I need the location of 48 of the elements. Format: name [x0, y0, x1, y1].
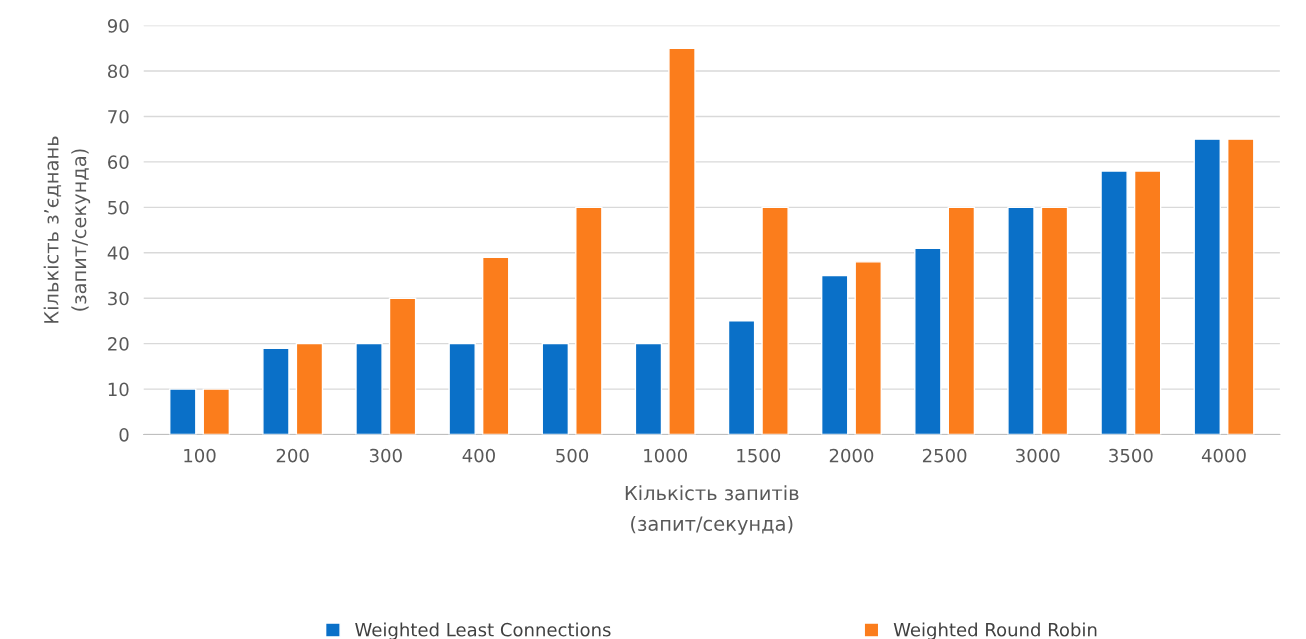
- bar: [169, 388, 197, 435]
- y-tick-label: 40: [107, 246, 129, 260]
- x-tick-label: 4000: [1201, 448, 1246, 463]
- x-tick-label: 2500: [922, 448, 967, 463]
- bar: [761, 206, 789, 435]
- bar: [668, 47, 696, 435]
- bar: [295, 342, 324, 435]
- y-tick-label: 50: [108, 200, 129, 215]
- y-tick-label: 60: [108, 155, 129, 169]
- x-tick-label: 100: [184, 448, 216, 463]
- x-tick-label: 500: [556, 448, 589, 463]
- y-axis-title: Кількість з’єднань (запит/секунда): [43, 136, 91, 323]
- x-tick-label: 3000: [1016, 448, 1060, 463]
- x-axis-title: Кількість запитів (запит/секунда): [625, 485, 799, 535]
- bar: [1007, 206, 1035, 435]
- y-tick-label: 20: [108, 337, 129, 351]
- bar: [634, 342, 663, 435]
- bar: [947, 206, 976, 435]
- y-tick-label: 0: [119, 427, 129, 442]
- bar: [355, 342, 383, 435]
- x-tick-label: 400: [462, 448, 495, 463]
- y-tick-label: 70: [108, 109, 129, 124]
- y-tick-label: 80: [108, 64, 129, 79]
- x-tick-label: 300: [369, 448, 402, 463]
- bar: [854, 261, 882, 435]
- bar: [1133, 170, 1162, 435]
- bar: [1227, 138, 1255, 435]
- y-tick-label: 90: [107, 19, 129, 33]
- y-tick-label: 30: [108, 291, 129, 306]
- bar: [575, 206, 603, 435]
- bar: [541, 342, 570, 435]
- bar: [388, 297, 417, 435]
- bar: [1040, 206, 1069, 435]
- bar: [262, 347, 290, 435]
- bar: [1100, 170, 1128, 435]
- bar: [448, 342, 476, 435]
- bar: [914, 247, 942, 435]
- bar: [727, 320, 756, 435]
- x-tick-label: 3500: [1109, 448, 1153, 463]
- x-tick-label: 1500: [737, 448, 781, 463]
- x-tick-label: 2000: [829, 448, 874, 463]
- y-tick-label: 10: [108, 382, 129, 397]
- bar: [481, 256, 510, 435]
- bar: [202, 388, 231, 435]
- x-tick-label: 200: [276, 448, 309, 463]
- bar: [1193, 138, 1221, 435]
- bar: [820, 274, 849, 435]
- x-tick-label: 1000: [644, 448, 687, 463]
